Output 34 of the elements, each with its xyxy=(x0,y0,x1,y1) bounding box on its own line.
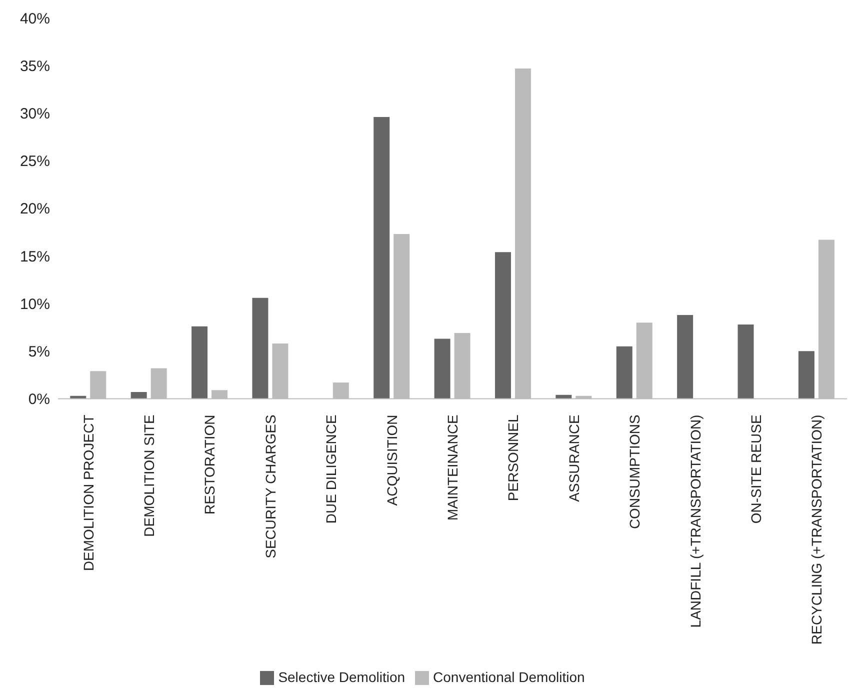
x-tick-label: SECURITY CHARGES xyxy=(262,414,278,558)
x-tick-label: LANDFILL (+TRANSPORTATION) xyxy=(687,414,704,628)
legend-label: Conventional Demolition xyxy=(433,668,585,685)
y-tick-label: 35% xyxy=(20,58,50,75)
y-tick-label: 30% xyxy=(20,106,50,122)
y-tick-label: 40% xyxy=(20,10,50,28)
x-tick-label: ASSURANCE xyxy=(566,414,582,502)
y-tick-label: 20% xyxy=(20,200,50,218)
y-tick-label: 0% xyxy=(28,391,50,408)
x-tick-label: DEMOLITION SITE xyxy=(141,414,158,537)
bar xyxy=(252,298,268,399)
bar xyxy=(374,116,390,399)
x-tick-label: MAINTEINANCE xyxy=(444,414,460,520)
y-tick-label: 15% xyxy=(20,248,50,266)
x-tick-label: RESTORATION xyxy=(202,414,218,515)
legend-label: Selective Demolition xyxy=(278,668,406,685)
bar xyxy=(434,338,450,399)
x-tick-label: DUE DILIGENCE xyxy=(323,414,340,524)
x-tick-label: ON-SITE REUSE xyxy=(748,414,764,524)
bar xyxy=(130,392,147,399)
x-tick-label: RECYCLING (+TRANSPORTATION) xyxy=(808,414,825,645)
bar xyxy=(616,346,632,399)
y-tick-label: 25% xyxy=(20,153,50,170)
bar xyxy=(494,252,511,399)
bar xyxy=(738,324,754,399)
y-tick-label: 5% xyxy=(28,343,50,360)
bar xyxy=(798,351,814,399)
bar xyxy=(192,326,208,399)
x-tick-label: PERSONNEL xyxy=(505,414,522,502)
y-tick-label: 10% xyxy=(20,296,50,313)
x-tick-label: ACQUISITION xyxy=(384,414,400,506)
x-tick-label: DEMOLITION PROJECT xyxy=(80,414,96,572)
bar xyxy=(677,314,694,399)
x-tick-label: CONSUMPTIONS xyxy=(626,414,643,530)
